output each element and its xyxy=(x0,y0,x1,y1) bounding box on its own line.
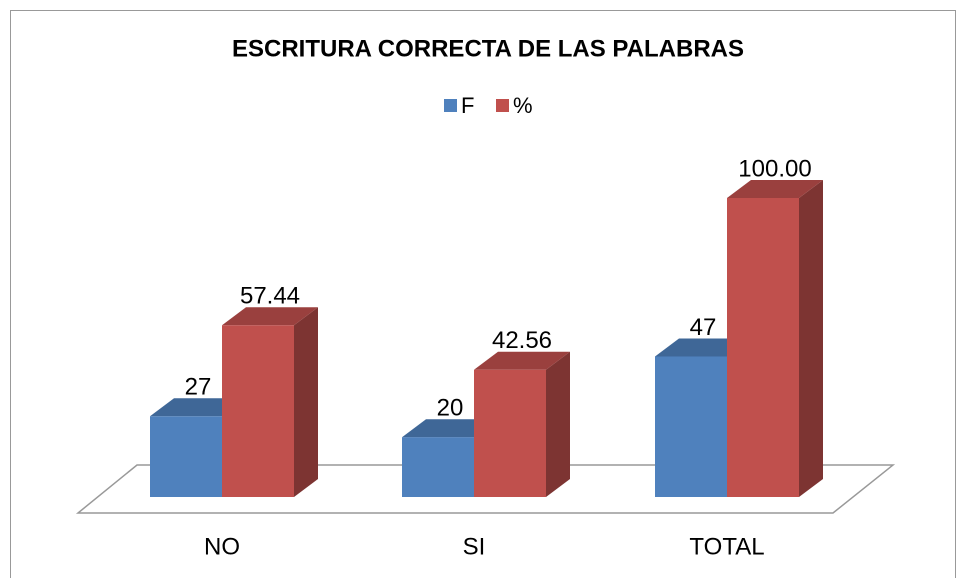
bar-top xyxy=(474,351,570,370)
x-tick-label: NO xyxy=(204,533,240,560)
bar xyxy=(150,416,222,497)
bar-side xyxy=(294,307,318,497)
bar xyxy=(222,325,294,497)
chart-title: ESCRITURA CORRECTA DE LAS PALABRAS xyxy=(232,35,744,62)
bar-top xyxy=(222,307,318,326)
data-label: 20 xyxy=(437,395,464,422)
legend-swatch xyxy=(496,99,509,112)
data-label: 47 xyxy=(690,314,717,341)
bar xyxy=(727,198,799,497)
legend-label: F xyxy=(461,93,474,118)
data-label: 42.56 xyxy=(492,327,552,354)
x-tick-label: SI xyxy=(463,533,486,560)
data-label: 100.00 xyxy=(738,155,811,182)
bar-side xyxy=(799,180,823,497)
data-label: 27 xyxy=(185,374,212,401)
legend-label: % xyxy=(513,93,533,118)
bar xyxy=(474,369,546,497)
bar xyxy=(402,437,474,497)
legend-swatch xyxy=(444,99,457,112)
bar xyxy=(655,356,727,497)
data-label: 57.44 xyxy=(240,283,300,310)
bar-side xyxy=(546,351,570,497)
x-tick-label: TOTAL xyxy=(689,533,764,560)
bar-top xyxy=(727,180,823,198)
